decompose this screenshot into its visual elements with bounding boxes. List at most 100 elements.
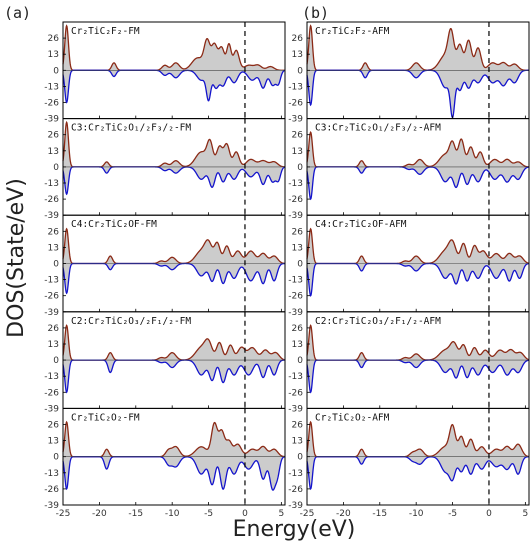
y-tick-label: -13: [288, 372, 303, 382]
panel-sublabel: C3:Cr₂TiC₂O₁/₂F₃/₂-FM: [71, 123, 191, 134]
x-tick-label: 0: [486, 509, 492, 519]
panels-group: -39 -26 -13 0 13 26 Cr₂TiC₂F₂-FM -39 -26 -13 0 13 26…: [44, 21, 530, 519]
dos-panel: -39 -26 -13 0 13 26 Cr₂TiC₂F₂-FM: [44, 21, 286, 125]
panel-sublabel: C4:Cr₂TiC₂OF-FM: [71, 219, 157, 230]
y-tick-label: -39: [288, 404, 303, 414]
spin-down-fill: [307, 166, 529, 200]
x-tick-label: -20: [336, 509, 351, 519]
y-tick-label: 0: [297, 260, 303, 270]
x-tick-label: -10: [165, 509, 180, 519]
panel-sublabel: Cr₂TiC₂O₂-AFM: [315, 412, 390, 423]
y-tick-label: -26: [44, 99, 59, 109]
x-tick-label: -5: [204, 509, 213, 519]
y-tick-label: -13: [288, 179, 303, 189]
x-tick-label: 0: [242, 509, 248, 519]
spin-up-fill: [63, 325, 285, 361]
panel-sublabel: C2:Cr₂TiC₂O₃/₂F₁/₂-AFM: [315, 316, 441, 327]
y-axis-title: DOS(State/eV): [4, 178, 29, 338]
y-tick-label: -39: [44, 211, 59, 221]
x-tick-label: -15: [372, 509, 387, 519]
y-tick-label: 0: [53, 66, 59, 76]
y-tick-label: 26: [48, 324, 60, 334]
y-tick-label: -39: [44, 308, 59, 318]
y-tick-label: -26: [288, 485, 303, 495]
y-tick-label: 13: [48, 243, 59, 253]
spin-down-fill: [307, 70, 529, 118]
y-tick-label: -26: [44, 485, 59, 495]
y-tick-label: -39: [44, 404, 59, 414]
dos-panel: -39 -26 -13 0 13 26 Cr₂TiC₂O₂-AFM -25 -20 -15 -10 -…: [288, 407, 530, 519]
y-tick-label: 13: [292, 243, 303, 253]
panel-sublabel: Cr₂TiC₂F₂-FM: [71, 26, 140, 37]
y-tick-label: 0: [297, 356, 303, 366]
spin-down-fill: [307, 456, 529, 489]
spin-up-fill: [307, 325, 529, 361]
y-tick-label: 0: [53, 356, 59, 366]
y-tick-label: -39: [288, 308, 303, 318]
y-tick-label: -39: [288, 501, 303, 511]
y-tick-label: 13: [48, 437, 59, 447]
y-tick-label: -13: [44, 179, 59, 189]
y-tick-label: -13: [288, 469, 303, 479]
y-tick-label: -26: [288, 195, 303, 205]
y-tick-label: 26: [48, 421, 60, 431]
spin-up-fill: [63, 25, 285, 71]
x-tick-label: -20: [92, 509, 107, 519]
dos-panel: -39 -26 -13 0 13 26 C3:Cr₂TiC₂O₁/₂F₃/₂-AFM: [288, 118, 530, 221]
y-tick-label: 0: [297, 163, 303, 173]
y-tick-label: 0: [53, 453, 59, 463]
y-tick-label: 13: [48, 50, 59, 60]
x-tick-label: 5: [522, 509, 528, 519]
spin-up-fill: [307, 228, 529, 264]
spin-up-fill: [307, 25, 529, 71]
dos-panel: -39 -26 -13 0 13 26 C4:Cr₂TiC₂OF-FM: [44, 214, 286, 318]
spin-down-fill: [63, 166, 285, 195]
dos-panel: -39 -26 -13 0 13 26 C2:Cr₂TiC₂O₃/₂F₁/₂-FM: [44, 311, 286, 414]
spin-down-fill: [63, 360, 285, 393]
y-tick-label: -13: [44, 372, 59, 382]
panel-sublabel: C2:Cr₂TiC₂O₃/₂F₁/₂-FM: [71, 316, 191, 327]
y-tick-label: 26: [292, 324, 304, 334]
y-tick-label: 26: [48, 131, 60, 141]
spin-down-fill: [63, 456, 285, 491]
y-tick-label: 13: [48, 340, 59, 350]
panel-letter-b: (b): [302, 4, 329, 22]
y-tick-label: -39: [44, 115, 59, 125]
y-tick-label: 13: [292, 147, 303, 157]
y-tick-label: -39: [288, 211, 303, 221]
y-tick-label: -13: [44, 469, 59, 479]
y-tick-label: -26: [44, 388, 59, 398]
y-tick-label: -13: [288, 82, 303, 92]
x-tick-label: -25: [300, 509, 315, 519]
spin-down-fill: [63, 263, 285, 294]
panel-letter-a: (a): [4, 4, 31, 22]
y-tick-label: 13: [48, 147, 59, 157]
x-axis-title: Energy(eV): [233, 517, 356, 542]
dos-panel: -39 -26 -13 0 13 26 Cr₂TiC₂F₂-AFM: [288, 21, 530, 125]
dos-panel: -39 -26 -13 0 13 26 C2:Cr₂TiC₂O₃/₂F₁/₂-AFM: [288, 311, 530, 414]
y-tick-label: -13: [288, 276, 303, 286]
y-tick-label: -39: [44, 501, 59, 511]
spin-down-fill: [63, 70, 285, 103]
panel-sublabel: Cr₂TiC₂O₂-FM: [71, 412, 140, 423]
y-tick-label: 26: [292, 131, 304, 141]
y-tick-label: -26: [44, 292, 59, 302]
y-tick-label: 26: [292, 34, 304, 44]
panel-sublabel: Cr₂TiC₂F₂-AFM: [315, 26, 390, 37]
y-tick-label: 0: [297, 453, 303, 463]
spin-up-fill: [307, 132, 529, 167]
x-tick-label: -25: [56, 509, 71, 519]
x-tick-label: -5: [448, 509, 457, 519]
x-tick-label: -10: [409, 509, 424, 519]
y-tick-label: -26: [288, 99, 303, 109]
spin-up-fill: [63, 228, 285, 264]
y-tick-label: 13: [292, 50, 303, 60]
spin-up-fill: [307, 422, 529, 457]
y-tick-label: 26: [292, 421, 304, 431]
panel-sublabel: C3:Cr₂TiC₂O₁/₂F₃/₂-AFM: [315, 123, 441, 134]
dos-panel: -39 -26 -13 0 13 26 Cr₂TiC₂O₂-FM -25 -20 -15 -10 -5…: [44, 407, 286, 519]
y-tick-label: -26: [288, 388, 303, 398]
y-tick-label: -26: [288, 292, 303, 302]
y-tick-label: 26: [48, 34, 60, 44]
y-tick-label: 26: [48, 227, 60, 237]
